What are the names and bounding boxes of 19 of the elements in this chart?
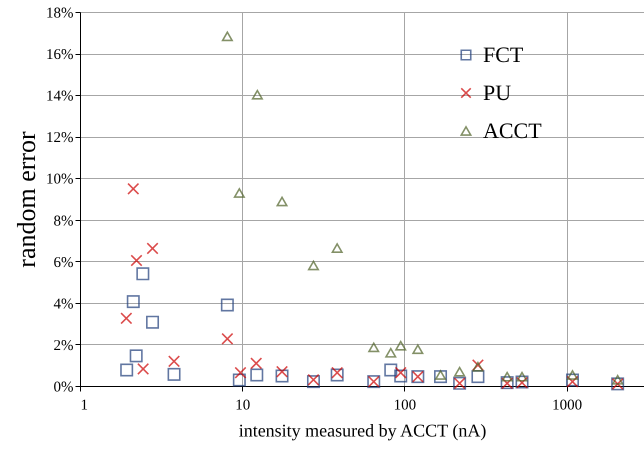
y-tick-label: 12%	[46, 130, 74, 146]
x-tick-label: 1000	[552, 398, 582, 414]
x-tick-label: 10	[235, 398, 250, 414]
y-tick-label: 2%	[54, 338, 74, 354]
y-tick-label: 0%	[54, 380, 74, 396]
legend-label: PU	[483, 80, 512, 105]
x-tick-label: 100	[394, 398, 416, 414]
y-axis-title: random error	[12, 130, 42, 268]
y-tick-label: 18%	[46, 6, 74, 22]
legend-label: FCT	[483, 42, 524, 67]
y-tick-label: 14%	[46, 88, 74, 105]
x-tick-label: 1	[80, 398, 88, 414]
y-tick-label: 8%	[54, 213, 74, 230]
y-tick-label: 4%	[54, 296, 74, 312]
y-tick-label: 10%	[46, 172, 74, 188]
y-tick-label: 6%	[54, 254, 74, 271]
x-axis-title: intensity measured by ACCT (nA)	[238, 420, 486, 440]
y-tick-label: 16%	[46, 47, 74, 64]
legend-label: ACCT	[483, 118, 542, 143]
